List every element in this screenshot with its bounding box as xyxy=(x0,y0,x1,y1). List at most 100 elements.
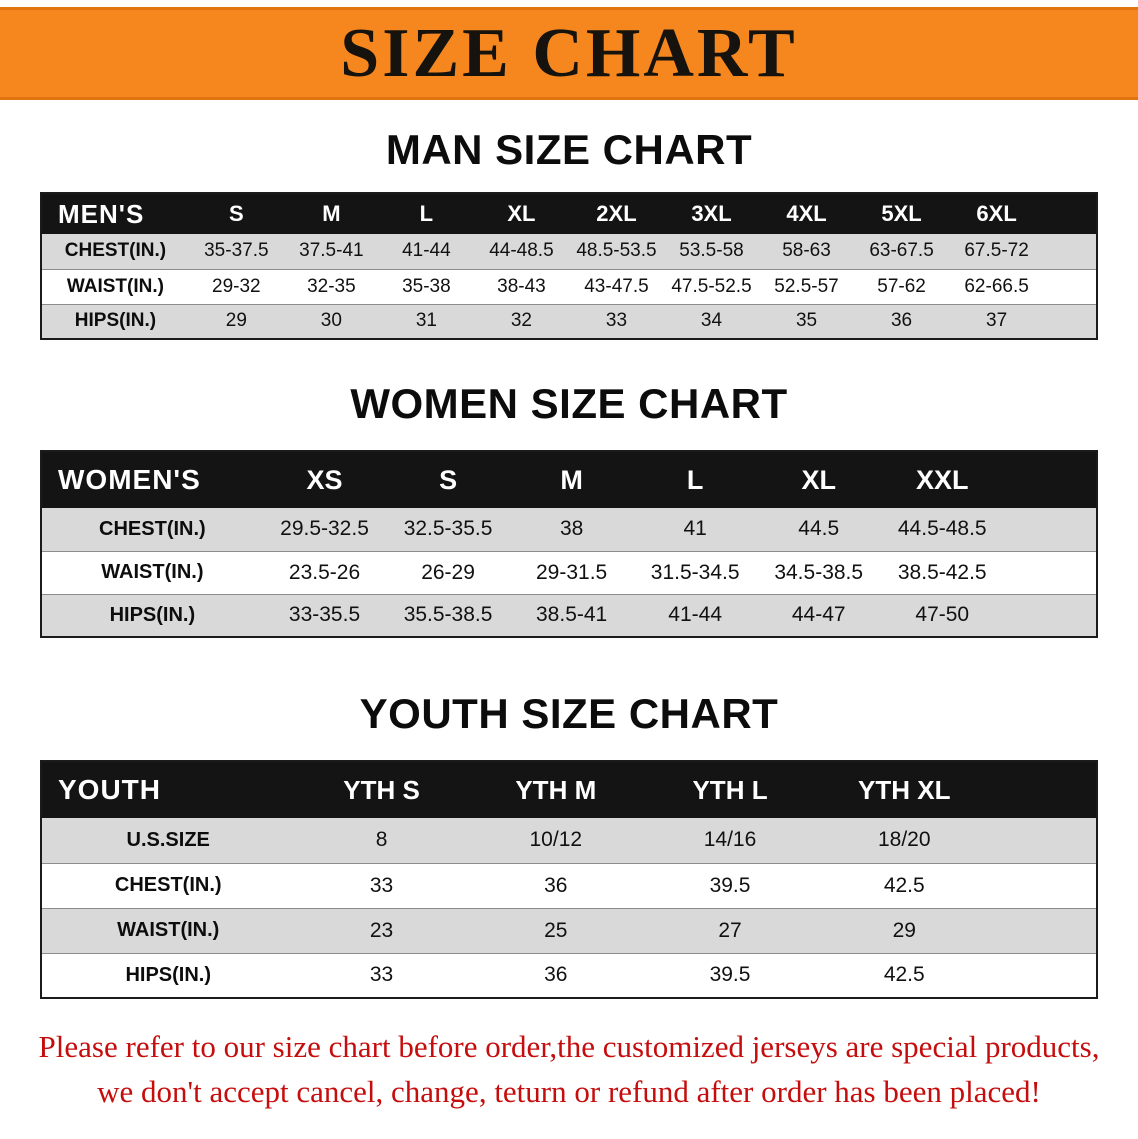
filler-cell xyxy=(1004,508,1097,551)
disclaimer-line-2: we don't accept cancel, change, teturn o… xyxy=(97,1073,1041,1109)
size-column-header: M xyxy=(283,193,379,234)
row-label: WAIST(IN.) xyxy=(117,919,220,941)
women-header-row: WOMEN'S XS S M L XL XXL xyxy=(41,451,1097,508)
size-value: 58-63 xyxy=(782,240,831,262)
filler-cell xyxy=(1044,193,1097,234)
size-value: 35-38 xyxy=(402,275,451,297)
size-value: 32.5-35.5 xyxy=(403,517,493,541)
size-value: 32 xyxy=(510,310,532,332)
size-value: 36 xyxy=(544,963,568,987)
size-column-header: 4XL xyxy=(759,193,855,234)
youth-row-ussize: U.S.SIZE 8 10/12 14/16 18/20 xyxy=(41,818,1097,863)
size-value: 39.5 xyxy=(709,963,751,987)
size-column-header: L xyxy=(633,451,757,508)
size-value: 10/12 xyxy=(529,828,583,852)
size-value: 47-50 xyxy=(915,603,970,627)
size-value: 23.5-26 xyxy=(288,560,361,584)
size-value: 67.5-72 xyxy=(964,240,1029,262)
youth-row-waist: WAIST(IN.) 23 25 27 29 xyxy=(41,908,1097,953)
size-value: 41-44 xyxy=(402,240,451,262)
men-row-hips: HIPS(IN.) 29 30 31 32 33 34 35 36 37 xyxy=(41,304,1097,339)
size-value: 44.5 xyxy=(798,517,840,541)
size-column-header: S xyxy=(386,451,510,508)
size-value: 29.5-32.5 xyxy=(280,517,369,541)
size-value: 31 xyxy=(415,310,437,332)
size-value: 48.5-53.5 xyxy=(576,240,657,262)
size-value: 39.5 xyxy=(709,873,751,897)
size-column-header: XL xyxy=(473,193,569,234)
size-column-header: 6XL xyxy=(949,193,1045,234)
filler-cell xyxy=(991,818,1097,863)
size-column-header: XS xyxy=(262,451,387,508)
size-column-header: XXL xyxy=(880,451,1005,508)
size-column-header: YTH XL xyxy=(817,761,992,818)
size-value: 44-47 xyxy=(791,603,846,627)
size-value: 26-29 xyxy=(421,560,475,584)
size-value: 53.5-58 xyxy=(679,240,744,262)
size-value: 36 xyxy=(544,873,568,897)
size-value: 30 xyxy=(320,310,342,332)
women-section-heading: WOMEN SIZE CHART xyxy=(350,380,788,427)
size-column-header: YTH M xyxy=(468,761,643,818)
filler-cell xyxy=(1004,451,1097,508)
women-row-waist: WAIST(IN.) 23.5-26 26-29 29-31.5 31.5-34… xyxy=(41,551,1097,594)
men-section-heading: MAN SIZE CHART xyxy=(385,126,753,173)
size-value: 36 xyxy=(890,310,913,332)
size-value: 62-66.5 xyxy=(964,275,1029,297)
women-row-chest: CHEST(IN.) 29.5-32.5 32.5-35.5 38 41 44.… xyxy=(41,508,1097,551)
size-value: 42.5 xyxy=(883,963,925,987)
filler-cell xyxy=(1004,551,1097,594)
disclaimer-line-1: Please refer to our size chart before or… xyxy=(38,1029,1100,1064)
banner: SIZE CHART xyxy=(0,7,1138,100)
youth-corner-label: YOUTH xyxy=(41,761,295,818)
size-value: 43-47.5 xyxy=(584,275,649,297)
youth-row-hips: HIPS(IN.) 33 36 39.5 42.5 xyxy=(41,953,1097,998)
size-value: 35.5-38.5 xyxy=(403,603,493,627)
page-title: SIZE CHART xyxy=(340,14,798,92)
filler-cell xyxy=(991,761,1097,818)
youth-header-row: YOUTH YTH S YTH M YTH L YTH XL xyxy=(41,761,1097,818)
size-value: 8 xyxy=(375,828,388,852)
size-value: 29 xyxy=(892,918,916,942)
row-label: HIPS(IN.) xyxy=(125,963,211,986)
size-value: 14/16 xyxy=(703,828,757,852)
filler-cell xyxy=(991,953,1097,998)
size-value: 34.5-38.5 xyxy=(774,560,864,584)
youth-section-heading: YOUTH SIZE CHART xyxy=(359,690,779,737)
size-value: 38 xyxy=(559,517,584,541)
size-value: 29-31.5 xyxy=(536,560,608,584)
size-value: 44-48.5 xyxy=(489,240,554,262)
order-disclaimer: Please refer to our size chart before or… xyxy=(0,1025,1138,1115)
size-value: 52.5-57 xyxy=(774,275,839,297)
men-row-chest: CHEST(IN.) 35-37.5 37.5-41 41-44 44-48.5… xyxy=(41,234,1097,269)
size-value: 35-37.5 xyxy=(204,240,269,262)
filler-cell xyxy=(1044,234,1097,269)
men-size-table: MEN'S S M L XL 2XL 3XL 4XL 5XL 6XL CHEST… xyxy=(40,192,1098,340)
size-value: 41-44 xyxy=(668,603,723,627)
size-value: 47.5-52.5 xyxy=(671,275,752,297)
size-value: 44.5-48.5 xyxy=(897,517,987,541)
size-value: 37 xyxy=(986,310,1008,332)
size-value: 41 xyxy=(683,517,707,541)
size-value: 32-35 xyxy=(307,275,356,297)
size-value: 38-43 xyxy=(497,275,546,297)
size-value: 18/20 xyxy=(877,828,931,852)
size-value: 57-62 xyxy=(877,275,926,297)
women-row-hips: HIPS(IN.) 33-35.5 35.5-38.5 38.5-41 41-4… xyxy=(41,594,1097,637)
size-value: 23 xyxy=(369,918,394,942)
size-column-header: XL xyxy=(756,451,881,508)
size-value: 37.5-41 xyxy=(299,240,364,262)
row-label: HIPS(IN.) xyxy=(74,310,157,332)
size-value: 29-32 xyxy=(212,275,261,297)
row-label: HIPS(IN.) xyxy=(109,603,196,626)
size-column-header: S xyxy=(188,193,284,234)
filler-cell xyxy=(1044,304,1097,339)
size-column-header: 3XL xyxy=(663,193,760,234)
size-column-header: 5XL xyxy=(854,193,950,234)
size-chart-page: SIZE CHART MAN SIZE CHART MEN'S S M L XL… xyxy=(0,7,1138,1139)
size-value: 33-35.5 xyxy=(288,603,361,627)
size-value: 42.5 xyxy=(883,873,925,897)
size-column-header: L xyxy=(378,193,474,234)
size-value: 38.5-41 xyxy=(536,603,608,627)
size-value: 33 xyxy=(605,310,628,332)
